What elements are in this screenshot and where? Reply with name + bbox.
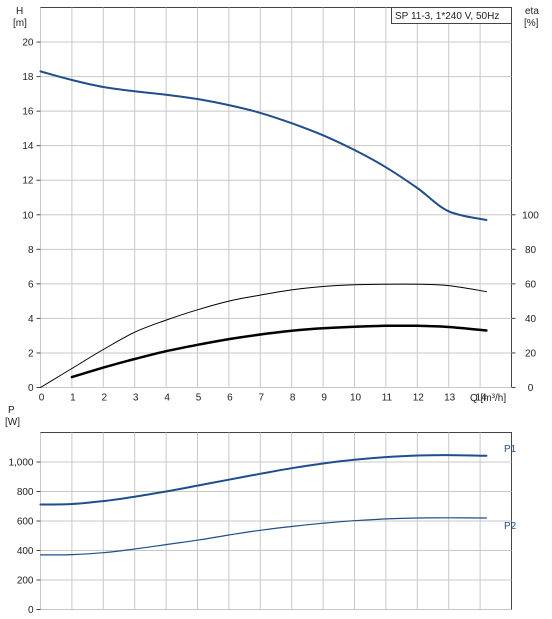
chart-title: SP 11-3, 1*240 V, 50Hz — [395, 11, 499, 22]
power-tick-label: 0 — [28, 605, 34, 616]
head-tick-label: 10 — [22, 210, 34, 221]
head-tick-label: 2 — [28, 348, 34, 359]
head-grid — [40, 7, 512, 388]
x-tick-label: 1 — [70, 393, 76, 404]
power-axis-name: P — [8, 405, 15, 416]
power-tick-label: 200 — [17, 576, 34, 587]
head-plot-area — [40, 7, 512, 388]
x-tick-label: 8 — [290, 393, 296, 404]
head-tick-label: 14 — [22, 141, 34, 152]
x-tick-label: 5 — [196, 393, 202, 404]
flow-axis-label: Q [m³/h] — [470, 393, 506, 404]
series-label-p2: P2 — [504, 521, 517, 532]
eta-tick-label: 60 — [525, 279, 537, 290]
head-curve-extension — [40, 71, 73, 81]
head-tick-label: 6 — [28, 279, 34, 290]
power-tick-label: 600 — [17, 517, 34, 528]
eta-tick-label: 40 — [525, 314, 537, 325]
p1-curve — [39, 454, 488, 506]
x-tick-label: 13 — [444, 393, 456, 404]
power-tick-label: 800 — [17, 487, 34, 498]
power-series — [39, 454, 488, 556]
eta-curve — [40, 283, 487, 388]
power-tick-label: 400 — [17, 546, 34, 557]
power-axis-unit: [W] — [5, 417, 20, 428]
p2-curve — [39, 517, 487, 556]
x-tick-label: 9 — [321, 393, 327, 404]
eta-tick-label: 0 — [528, 383, 534, 394]
chart-title-box — [391, 7, 512, 24]
x-tick-label: 4 — [164, 393, 170, 404]
x-tick-label: 14 — [476, 393, 488, 404]
head-tick-label: 12 — [22, 176, 34, 187]
x-tick-label: 2 — [102, 393, 108, 404]
head-series — [39, 70, 488, 388]
x-tick-label: 6 — [227, 393, 233, 404]
x-tick-label: 11 — [382, 393, 393, 404]
head-ticks: 0 1 2 3 4 5 6 7 8 9 10 11 12 13 1402468101214161820020… — [22, 38, 539, 404]
head-tick-label: 0 — [28, 383, 34, 394]
x-tick-label: 7 — [259, 393, 265, 404]
eta-tick-label: 20 — [525, 348, 537, 359]
head-axis-unit: [m] — [13, 18, 27, 29]
eta-tick-label: 80 — [525, 245, 537, 256]
x-tick-label: 12 — [413, 393, 425, 404]
x-tick-label: 0 — [39, 393, 45, 404]
head-tick-label: 16 — [22, 107, 34, 118]
head-tick-label: 20 — [22, 38, 34, 49]
head-tick-label: 4 — [28, 314, 34, 325]
eta-axis-name: eta — [525, 6, 539, 17]
eta-axis-unit: [%] — [524, 18, 539, 29]
x-tick-label: 3 — [133, 393, 139, 404]
head-tick-label: 18 — [22, 72, 34, 83]
head-axis-name: H — [16, 6, 23, 17]
series-label-p1: P1 — [504, 444, 517, 455]
power-ticks: 0 200 400 600 800 1,000 — [8, 458, 41, 616]
power-grid — [40, 432, 512, 610]
head-tick-label: 8 — [28, 245, 34, 256]
head-curve — [39, 70, 488, 221]
power-tick-label: 1,000 — [8, 458, 33, 469]
x-tick-label: 10 — [350, 393, 362, 404]
eta-curve-secondary — [70, 324, 488, 379]
eta-tick-label: 100 — [522, 210, 539, 221]
